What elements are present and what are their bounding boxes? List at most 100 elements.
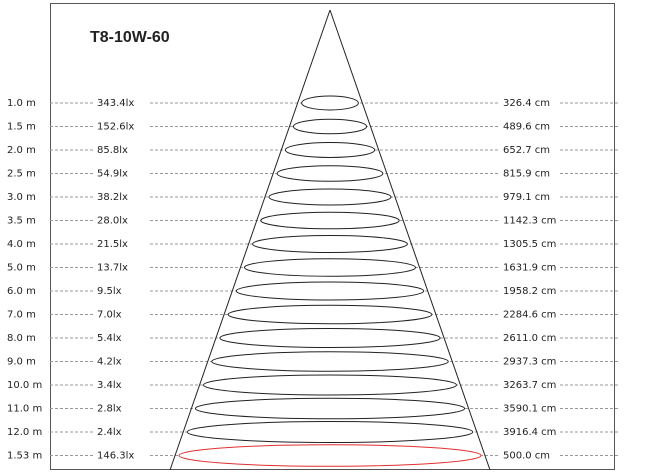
distance-label: 12.0 m	[7, 427, 42, 438]
label-bg	[500, 449, 560, 462]
distance-label: 1.0 m	[7, 98, 36, 109]
title: T8-10W-60	[90, 29, 170, 46]
diameter-label: 489.6 cm	[503, 122, 550, 133]
distance-label: 5.0 m	[7, 263, 36, 274]
label-bg	[500, 332, 560, 344]
label-bg	[95, 449, 150, 462]
distance-label: 7.0 m	[7, 310, 36, 321]
distance-label: 6.0 m	[7, 286, 36, 297]
label-bg	[500, 191, 560, 203]
label-bg	[500, 285, 560, 297]
beam-ellipse	[268, 188, 392, 206]
frame	[50, 3, 615, 470]
label-bg	[5, 261, 49, 274]
label-bg	[5, 191, 49, 203]
diameter-label: 2611.0 cm	[503, 333, 556, 344]
distance-label: 1.53 m	[7, 451, 42, 462]
label-bg	[95, 355, 150, 368]
label-bg	[5, 120, 49, 133]
label-bg	[95, 308, 150, 321]
distance-label: 11.0 m	[7, 404, 42, 415]
diameter-label: 3916.4 cm	[503, 427, 556, 438]
beam-ellipse	[211, 351, 449, 372]
beam-ellipse	[276, 165, 384, 182]
illuminance-label: 13.7lx	[97, 263, 128, 274]
label-bg	[95, 285, 150, 297]
diameter-label: 652.7 cm	[503, 145, 550, 156]
diameter-label: 815.9 cm	[503, 169, 550, 180]
diameter-label: 3263.7 cm	[503, 380, 556, 391]
label-bg	[500, 379, 560, 391]
beam-ellipse	[227, 304, 433, 325]
beam-ellipse	[284, 142, 376, 158]
diameter-label: 979.1 cm	[503, 192, 550, 203]
label-bg	[95, 191, 150, 203]
label-bg	[95, 120, 150, 133]
label-bg	[500, 120, 560, 133]
distance-label: 2.0 m	[7, 145, 36, 156]
distance-label: 3.0 m	[7, 192, 36, 203]
label-bg	[95, 238, 150, 250]
label-bg	[5, 285, 49, 297]
label-bg	[500, 402, 560, 415]
diameter-label: 2937.3 cm	[503, 357, 556, 368]
diameter-label: 1958.2 cm	[503, 286, 556, 297]
beam-ellipse	[219, 328, 441, 348]
beam-ellipse	[186, 421, 474, 443]
illuminance-label: 146.3lx	[97, 451, 134, 462]
beam-ellipse	[235, 281, 425, 301]
beam-ellipse	[178, 444, 482, 467]
diameter-label: 1631.9 cm	[503, 263, 556, 274]
beam-ellipse	[292, 118, 368, 135]
illuminance-label: 7.0lx	[97, 310, 122, 321]
distance-label: 2.5 m	[7, 169, 36, 180]
label-bg	[5, 238, 49, 250]
beam-ellipse	[260, 211, 400, 230]
label-bg	[500, 167, 560, 180]
label-bg	[5, 449, 49, 462]
label-bg	[95, 167, 150, 180]
label-bg	[5, 332, 49, 344]
illuminance-label: 2.8lx	[97, 404, 122, 415]
beam-ellipse	[243, 258, 417, 277]
distance-label: 1.5 m	[7, 122, 36, 133]
diameter-label: 2284.6 cm	[503, 310, 556, 321]
label-bg	[500, 308, 560, 321]
illuminance-label: 5.4lx	[97, 333, 122, 344]
illuminance-label: 54.9lx	[97, 169, 128, 180]
rows: 1.0 m 343.4lx 326.4 cm 1.5 m 152.6lx 489.6 cm…	[5, 95, 620, 467]
diameter-label: 1305.5 cm	[503, 239, 556, 250]
illuminance-label: 343.4lx	[97, 98, 134, 109]
illuminance-label: 2.4lx	[97, 427, 122, 438]
label-bg	[95, 332, 150, 344]
label-bg	[500, 214, 560, 227]
distance-label: 10.0 m	[7, 380, 42, 391]
diameter-label: 1142.3 cm	[503, 216, 556, 227]
illuminance-label: 28.0lx	[97, 216, 128, 227]
label-bg	[95, 379, 150, 391]
label-bg	[95, 261, 150, 274]
illuminance-label: 3.4lx	[97, 380, 122, 391]
label-bg	[95, 144, 150, 156]
cone-left	[169, 9, 331, 471]
illuminance-label: 21.5lx	[97, 239, 128, 250]
illuminance-label: 4.2lx	[97, 357, 122, 368]
distance-label: 3.5 m	[7, 216, 36, 227]
label-bg	[500, 238, 560, 250]
beam-ellipse	[252, 235, 408, 253]
diameter-label: 3590.1 cm	[503, 404, 556, 415]
label-bg	[5, 426, 49, 438]
beam-ellipse	[194, 397, 466, 420]
label-bg	[5, 355, 49, 368]
label-bg	[500, 355, 560, 368]
label-bg	[95, 214, 150, 227]
label-bg	[5, 308, 49, 321]
label-bg	[5, 144, 49, 156]
label-bg	[95, 426, 150, 438]
beam-ellipse	[301, 95, 359, 111]
cone-right	[329, 9, 491, 471]
illuminance-label: 85.8lx	[97, 145, 128, 156]
label-bg	[5, 402, 49, 415]
label-bg	[95, 97, 150, 109]
illuminance-label: 9.5lx	[97, 286, 122, 297]
